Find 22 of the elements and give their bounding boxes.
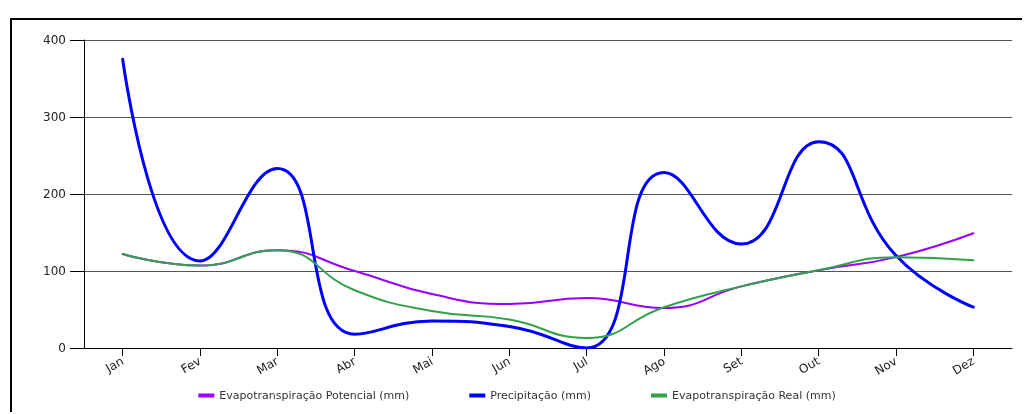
line-series — [121, 57, 975, 350]
x-tick-label: Set — [720, 353, 746, 376]
y-tick-label: 0 — [58, 341, 66, 355]
y-tick-label: 200 — [43, 187, 66, 201]
y-tick-label: 100 — [43, 264, 66, 278]
x-tick-label: Jun — [488, 353, 513, 376]
x-tick-label: Out — [796, 353, 823, 377]
legend-label: Evapotranspiração Potencial (mm) — [219, 389, 410, 402]
x-tick-label: Dez — [950, 353, 977, 378]
x-tick-label: Mai — [410, 353, 436, 377]
y-tick-label: 300 — [43, 110, 66, 124]
x-tick-label: Mar — [254, 353, 281, 378]
x-tick-label: Abr — [333, 353, 359, 377]
x-tick-label: Jan — [102, 353, 127, 376]
x-tick-label: Ago — [640, 353, 668, 378]
x-tick-label: Nov — [872, 353, 900, 378]
x-tick-label: Fev — [178, 353, 204, 377]
legend-label: Precipitação (mm) — [490, 389, 591, 402]
line-series — [121, 249, 975, 339]
y-tick-label: 400 — [43, 33, 66, 47]
legend-label: Evapotranspiração Real (mm) — [671, 389, 836, 402]
x-tick-label: Jul — [569, 353, 591, 374]
